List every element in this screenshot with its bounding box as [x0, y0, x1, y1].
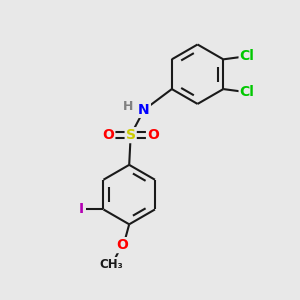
Text: O: O — [103, 128, 114, 142]
Text: CH₃: CH₃ — [100, 258, 123, 271]
Text: N: N — [138, 103, 150, 117]
Text: H: H — [122, 100, 133, 113]
Text: I: I — [79, 202, 84, 216]
Text: S: S — [126, 128, 136, 142]
Text: Cl: Cl — [240, 50, 254, 63]
Text: O: O — [147, 128, 159, 142]
Text: Cl: Cl — [240, 85, 254, 99]
Text: O: O — [116, 238, 128, 252]
